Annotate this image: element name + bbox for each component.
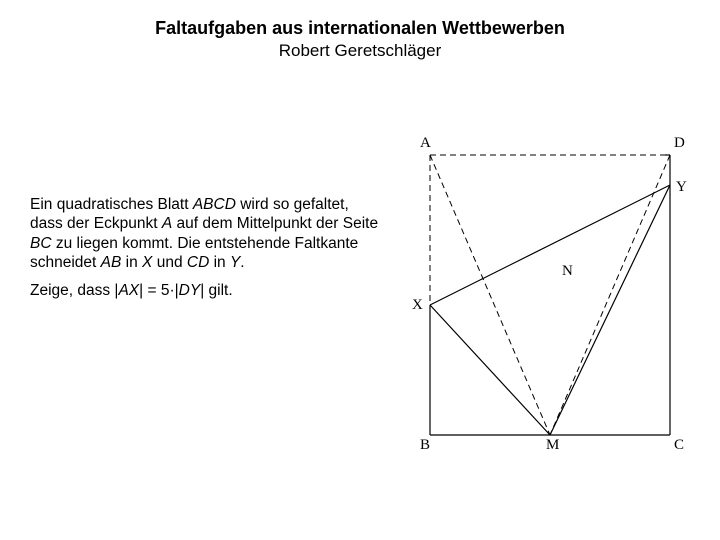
var: AB <box>101 254 122 271</box>
text: in <box>121 254 142 271</box>
label-d: D <box>674 135 685 152</box>
paragraph-2: Zeige, dass |AX| = 5·|DY| gilt. <box>30 281 380 300</box>
var: BC <box>30 235 52 252</box>
var: Y <box>230 254 240 271</box>
label-y: Y <box>676 179 687 196</box>
var: ABCD <box>193 196 236 213</box>
var: X <box>142 254 152 271</box>
label-n: N <box>562 263 573 280</box>
text: | = 5·| <box>139 282 179 299</box>
page-author: Robert Geretschläger <box>0 41 720 61</box>
label-b: B <box>420 437 430 454</box>
label-a: A <box>420 135 431 152</box>
geometry-diagram: A D B C M X Y N <box>410 135 690 465</box>
label-x: X <box>412 297 423 314</box>
var: DY <box>179 282 201 299</box>
var: A <box>162 215 172 232</box>
var: AX <box>118 282 139 299</box>
label-c: C <box>674 437 684 454</box>
text: Zeige, dass | <box>30 282 118 299</box>
text: auf dem Mittelpunkt der Seite <box>172 215 378 232</box>
text: Ein quadratisches Blatt <box>30 196 193 213</box>
text: . <box>240 254 244 271</box>
problem-text: Ein quadratisches Blatt ABCD wird so gef… <box>30 195 380 308</box>
text: | gilt. <box>200 282 232 299</box>
text: und <box>152 254 186 271</box>
label-m: M <box>546 437 559 454</box>
var: CD <box>187 254 209 271</box>
paragraph-1: Ein quadratisches Blatt ABCD wird so gef… <box>30 195 380 273</box>
text: in <box>209 254 230 271</box>
page-title: Faltaufgaben aus internationalen Wettbew… <box>0 18 720 39</box>
diagram-svg <box>410 135 690 465</box>
